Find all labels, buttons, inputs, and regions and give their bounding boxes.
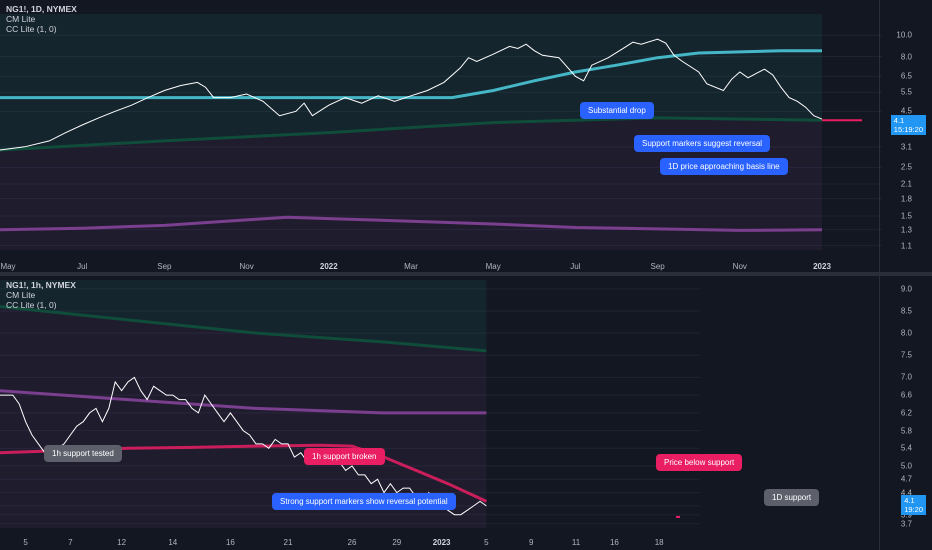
- daily-upper-band: [0, 116, 823, 152]
- hourly-chart-panel[interactable]: NG1!, 1h, NYMEX CM Lite CC Lite (1, 0) 9…: [0, 276, 932, 550]
- hourly-x-tick-label: 18: [654, 538, 664, 547]
- daily-x-tick-label: Jul: [77, 262, 88, 271]
- hourly-chart-canvas[interactable]: [0, 276, 932, 550]
- daily-price-tag: 4.1 15:19:20: [890, 115, 926, 135]
- hourly-lower-band: [0, 389, 487, 415]
- daily-x-tick-label: Jul: [570, 262, 581, 271]
- daily-x-tick-label: 2022: [319, 262, 338, 271]
- daily-y-tick-label: 10.0: [896, 30, 912, 40]
- hourly-indicator-1[interactable]: CM Lite: [6, 290, 36, 300]
- daily-x-tick-label: Sep: [157, 262, 172, 271]
- callout-1d-support: 1D support: [764, 489, 820, 506]
- hourly-y-tick-label: 5.8: [900, 426, 912, 436]
- hourly-y-tick-label: 8.5: [900, 306, 912, 316]
- hourly-y-tick-label: 3.7: [900, 519, 912, 529]
- callout-approaching-basis: 1D price approaching basis line: [660, 158, 788, 175]
- daily-indicator-1[interactable]: CM Lite: [6, 14, 36, 24]
- hourly-x-tick-label: 16: [225, 538, 235, 547]
- daily-lower-fill: [0, 117, 822, 251]
- daily-x-tick-label: May: [0, 262, 16, 271]
- daily-y-tick-label: 2.5: [900, 162, 912, 172]
- daily-chart-panel[interactable]: NG1!, 1D, NYMEX CM Lite CC Lite (1, 0) 1…: [0, 0, 932, 272]
- daily-countdown: 15:19:20: [893, 125, 923, 134]
- hourly-x-tick-label: 2023: [432, 538, 451, 547]
- hourly-y-tick-label: 5.4: [900, 443, 912, 453]
- daily-basis-line: [0, 49, 822, 100]
- callout-support-reversal: Support markers suggest reversal: [634, 135, 771, 152]
- hourly-price-tag: 4.1 19:20: [901, 495, 926, 515]
- daily-y-tick-label: 4.5: [900, 106, 912, 116]
- panel-divider[interactable]: [0, 272, 932, 276]
- daily-symbol[interactable]: NG1!, 1D, NYMEX: [6, 4, 77, 14]
- hourly-x-tick-label: 9: [528, 538, 534, 547]
- hourly-y-tick-label: 8.0: [900, 328, 912, 338]
- hourly-x-tick-label: 7: [68, 538, 73, 547]
- daily-x-tick-label: May: [485, 262, 501, 271]
- hourly-x-tick-label: 11: [571, 538, 581, 547]
- hourly-y-tick-label: 7.5: [900, 350, 912, 360]
- hourly-x-tick-label: 12: [117, 538, 127, 547]
- hourly-x-tick-label: 29: [392, 538, 402, 547]
- daily-y-tick-label: 1.5: [900, 211, 912, 221]
- daily-y-tick-label: 1.3: [900, 225, 912, 235]
- daily-chart-canvas[interactable]: [0, 0, 932, 272]
- daily-y-tick-label: 1.8: [900, 194, 912, 204]
- daily-indicator-2[interactable]: CC Lite (1, 0): [6, 24, 57, 34]
- daily-y-tick-label: 6.5: [900, 71, 912, 81]
- hourly-y-tick-label: 4.4: [900, 488, 912, 498]
- hourly-x-tick-label: 5: [484, 538, 489, 547]
- daily-price-axis[interactable]: 10.0 8.0 6.5 5.5 4.5 3.1 2.5 2.1 1.8 1.5 1.3 1.1: [879, 0, 932, 272]
- daily-y-tick-label: 2.1: [900, 179, 912, 189]
- hourly-upper-fill: [0, 280, 487, 351]
- hourly-price-line: [0, 376, 487, 516]
- hourly-x-tick-label: 26: [347, 538, 357, 547]
- daily-y-tick-label: 3.1: [900, 142, 912, 152]
- hourly-y-tick-label: 5.0: [900, 461, 912, 471]
- daily-y-tick-label: 8.0: [900, 52, 912, 62]
- hourly-lower-fill: [0, 306, 487, 528]
- hourly-countdown: 19:20: [904, 505, 923, 514]
- hourly-x-tick-label: 5: [23, 538, 28, 547]
- hourly-price-value: 4.1: [904, 496, 915, 505]
- hourly-y-tick-label: 4.7: [900, 474, 912, 484]
- callout-price-below-support: Price below support: [656, 454, 743, 471]
- daily-x-tick-label: Nov: [732, 262, 747, 271]
- callout-1h-support-tested: 1h support tested: [44, 445, 122, 462]
- daily-x-tick-label: 2023: [813, 262, 831, 271]
- daily-x-tick-label: Mar: [404, 262, 418, 271]
- daily-legend: NG1!, 1D, NYMEX CM Lite CC Lite (1, 0): [6, 4, 77, 34]
- hourly-indicator-2[interactable]: CC Lite (1, 0): [6, 300, 57, 310]
- hourly-symbol[interactable]: NG1!, 1h, NYMEX: [6, 280, 76, 290]
- hourly-upper-band: [0, 305, 487, 353]
- hourly-x-tick-label: 16: [609, 538, 619, 547]
- callout-1h-support-broken: 1h support broken: [304, 448, 385, 465]
- daily-lower-band: [0, 215, 823, 232]
- callout-substantial-drop: Substantial drop: [580, 102, 654, 119]
- callout-strong-support: Strong support markers show reversal pot…: [272, 493, 456, 510]
- hourly-x-tick-label: 21: [283, 538, 293, 547]
- daily-price-value: 4.1: [893, 116, 905, 125]
- daily-y-tick-label: 5.5: [900, 87, 912, 97]
- hourly-y-tick-label: 6.2: [900, 408, 912, 418]
- hourly-y-tick-label: 9.0: [900, 284, 912, 294]
- daily-x-tick-label: Nov: [239, 262, 254, 271]
- daily-x-tick-label: Sep: [650, 262, 665, 271]
- daily-y-tick-label: 1.1: [900, 241, 912, 251]
- hourly-y-tick-label: 6.6: [900, 390, 912, 400]
- daily-price-line: [0, 38, 823, 151]
- hourly-legend: NG1!, 1h, NYMEX CM Lite CC Lite (1, 0): [6, 280, 76, 310]
- hourly-x-tick-label: 14: [168, 538, 178, 547]
- hourly-y-tick-label: 7.0: [900, 372, 912, 382]
